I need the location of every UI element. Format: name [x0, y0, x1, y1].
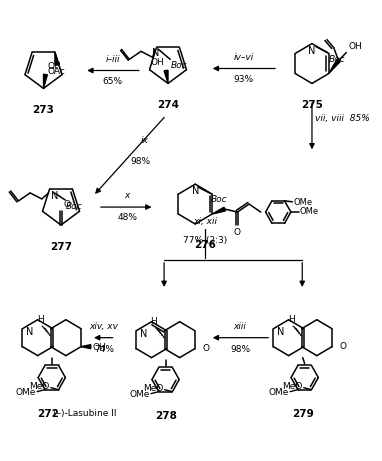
Text: i–iii: i–iii	[105, 54, 120, 64]
Text: OH: OH	[47, 63, 61, 71]
Text: xi, xii: xi, xii	[193, 217, 217, 226]
Text: N: N	[26, 327, 34, 337]
Text: O: O	[234, 228, 241, 237]
Polygon shape	[81, 345, 91, 349]
Text: 65%: 65%	[102, 77, 123, 87]
Text: 74%: 74%	[94, 345, 114, 354]
Text: 276: 276	[194, 240, 216, 250]
Text: Boc: Boc	[329, 54, 345, 64]
Text: 275: 275	[301, 100, 323, 110]
Text: OMe: OMe	[16, 388, 36, 397]
Text: iv–vi: iv–vi	[234, 53, 254, 61]
Text: xiii: xiii	[233, 322, 246, 331]
Text: N: N	[140, 329, 147, 339]
Text: MeO: MeO	[143, 384, 163, 393]
Text: Boc: Boc	[211, 195, 227, 204]
Text: OH: OH	[151, 59, 164, 67]
Text: O: O	[202, 344, 210, 353]
Text: x: x	[125, 191, 130, 200]
Text: OAc: OAc	[48, 67, 66, 77]
Text: OMe: OMe	[129, 390, 150, 399]
Text: (–)-Lasubine II: (–)-Lasubine II	[53, 409, 116, 419]
Text: 279: 279	[292, 409, 314, 420]
Text: N: N	[50, 191, 58, 201]
Text: N: N	[191, 186, 199, 196]
Text: vii, viii  85%: vii, viii 85%	[315, 114, 370, 123]
Text: 98%: 98%	[230, 345, 250, 354]
Text: H: H	[37, 315, 44, 324]
Polygon shape	[44, 74, 47, 89]
Text: 77% (2:3): 77% (2:3)	[183, 236, 227, 245]
Text: Boc: Boc	[171, 61, 188, 71]
Text: N: N	[277, 327, 285, 337]
Text: H: H	[288, 315, 295, 324]
Text: OH: OH	[93, 343, 107, 352]
Text: OH: OH	[348, 41, 362, 51]
Text: 274: 274	[157, 100, 179, 110]
Polygon shape	[164, 70, 168, 83]
Text: O: O	[64, 200, 71, 209]
Text: N: N	[308, 46, 316, 56]
Text: Boc: Boc	[66, 202, 83, 211]
Text: MeO: MeO	[29, 382, 50, 391]
Polygon shape	[55, 53, 59, 65]
Text: OMe: OMe	[299, 207, 319, 216]
Text: 273: 273	[32, 106, 54, 115]
Polygon shape	[329, 59, 340, 73]
Text: xiv, xv: xiv, xv	[89, 322, 118, 331]
Text: 277: 277	[50, 242, 72, 252]
Text: 98%: 98%	[131, 157, 151, 166]
Text: 272: 272	[37, 409, 59, 420]
Text: 93%: 93%	[234, 76, 254, 84]
Text: MeO: MeO	[282, 382, 303, 391]
Text: N: N	[152, 48, 159, 59]
Text: 278: 278	[155, 412, 176, 421]
Text: 48%: 48%	[117, 213, 137, 222]
Polygon shape	[212, 207, 225, 214]
Text: ix: ix	[141, 136, 149, 145]
Text: O: O	[340, 342, 347, 351]
Text: OMe: OMe	[269, 388, 289, 397]
Text: OMe: OMe	[293, 198, 312, 207]
Text: H: H	[151, 317, 157, 326]
